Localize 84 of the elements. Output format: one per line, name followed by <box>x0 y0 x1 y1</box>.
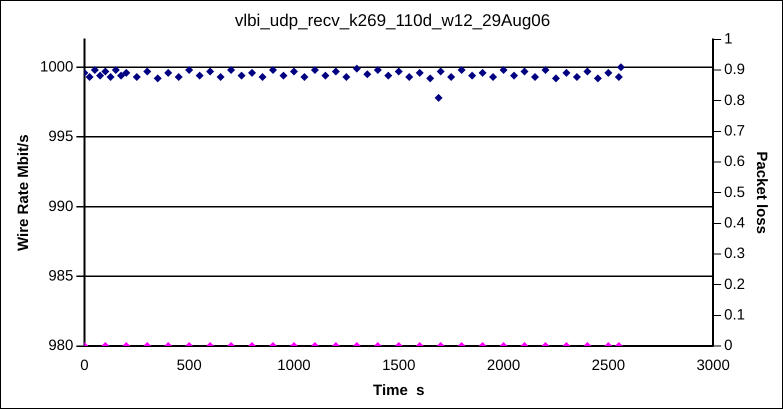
point <box>122 68 130 77</box>
point <box>562 68 570 77</box>
x-axis-title: Time s <box>373 382 424 400</box>
y-tick-label: 990 <box>48 198 74 215</box>
point <box>416 68 424 77</box>
point <box>426 74 434 82</box>
x-tick-label: 1000 <box>277 357 311 374</box>
point <box>269 66 278 74</box>
y2-tick-label: 0.3 <box>724 245 746 262</box>
point <box>384 72 392 80</box>
point <box>321 72 330 80</box>
point <box>363 70 372 78</box>
point <box>458 66 466 74</box>
x-tick-label: 2000 <box>486 357 520 374</box>
point <box>106 73 115 82</box>
point <box>86 73 94 82</box>
y2-tick-label: 0.2 <box>724 276 746 293</box>
y2-tick-label: 0.6 <box>724 153 746 170</box>
point <box>117 72 126 80</box>
point <box>132 73 141 82</box>
point <box>332 67 340 76</box>
point <box>394 67 403 76</box>
x-tick-label: 2500 <box>592 357 626 374</box>
y2-tick-label: 0 <box>724 337 732 354</box>
y2-tick-label: 0.9 <box>724 61 746 78</box>
point <box>96 72 104 80</box>
chart-title: vlbi_udp_recv_k269_110d_w12_29Aug06 <box>234 10 550 30</box>
point <box>583 67 592 76</box>
x-tick-label: 500 <box>176 357 202 374</box>
point <box>206 67 214 76</box>
x-tick-label: 3000 <box>696 357 730 374</box>
point <box>614 73 623 82</box>
point <box>468 72 476 80</box>
point <box>604 68 612 77</box>
y2-tick-label: 0.4 <box>724 214 746 232</box>
point <box>489 73 498 82</box>
y-tick-label: 985 <box>48 267 74 284</box>
x-tick-label: 1500 <box>382 357 416 374</box>
point <box>478 68 487 77</box>
y-tick-label: 995 <box>48 128 74 146</box>
y2-axis-title: Packet loss <box>752 151 770 234</box>
point <box>143 67 152 76</box>
point <box>216 73 225 82</box>
point <box>258 73 267 82</box>
point <box>342 73 350 82</box>
point <box>594 74 602 82</box>
x-tick-label: 0 <box>80 357 89 374</box>
y2-tick-label: 0.7 <box>724 122 746 140</box>
y2-tick-label: 0.8 <box>724 92 746 109</box>
point <box>185 66 194 74</box>
point <box>436 67 445 76</box>
y2-tick-label: 0.1 <box>724 306 746 324</box>
point <box>434 94 443 102</box>
point <box>238 72 246 80</box>
point <box>541 66 550 74</box>
point <box>520 67 529 76</box>
y-axis-title: Wire Rate Mbit/s <box>15 134 32 251</box>
y2-tick-label: 1 <box>724 30 732 48</box>
y-tick-label: 980 <box>48 337 74 354</box>
point <box>530 73 539 82</box>
point <box>174 73 183 82</box>
point <box>196 72 204 80</box>
point <box>552 74 560 82</box>
point <box>572 73 581 82</box>
point <box>447 73 456 82</box>
point <box>227 66 236 74</box>
point <box>112 66 120 74</box>
point <box>510 72 518 80</box>
point <box>300 73 308 82</box>
point <box>248 68 256 77</box>
point <box>290 67 298 76</box>
y2-tick-label: 0.5 <box>724 184 746 201</box>
point <box>500 66 508 74</box>
point <box>374 66 382 74</box>
point <box>154 74 162 82</box>
y-tick-label: 1000 <box>40 58 74 76</box>
point <box>101 67 110 76</box>
point <box>616 63 625 72</box>
point <box>405 73 414 82</box>
point <box>90 66 99 74</box>
point <box>352 64 361 73</box>
point <box>164 68 172 77</box>
point <box>310 66 319 74</box>
point <box>279 72 288 80</box>
